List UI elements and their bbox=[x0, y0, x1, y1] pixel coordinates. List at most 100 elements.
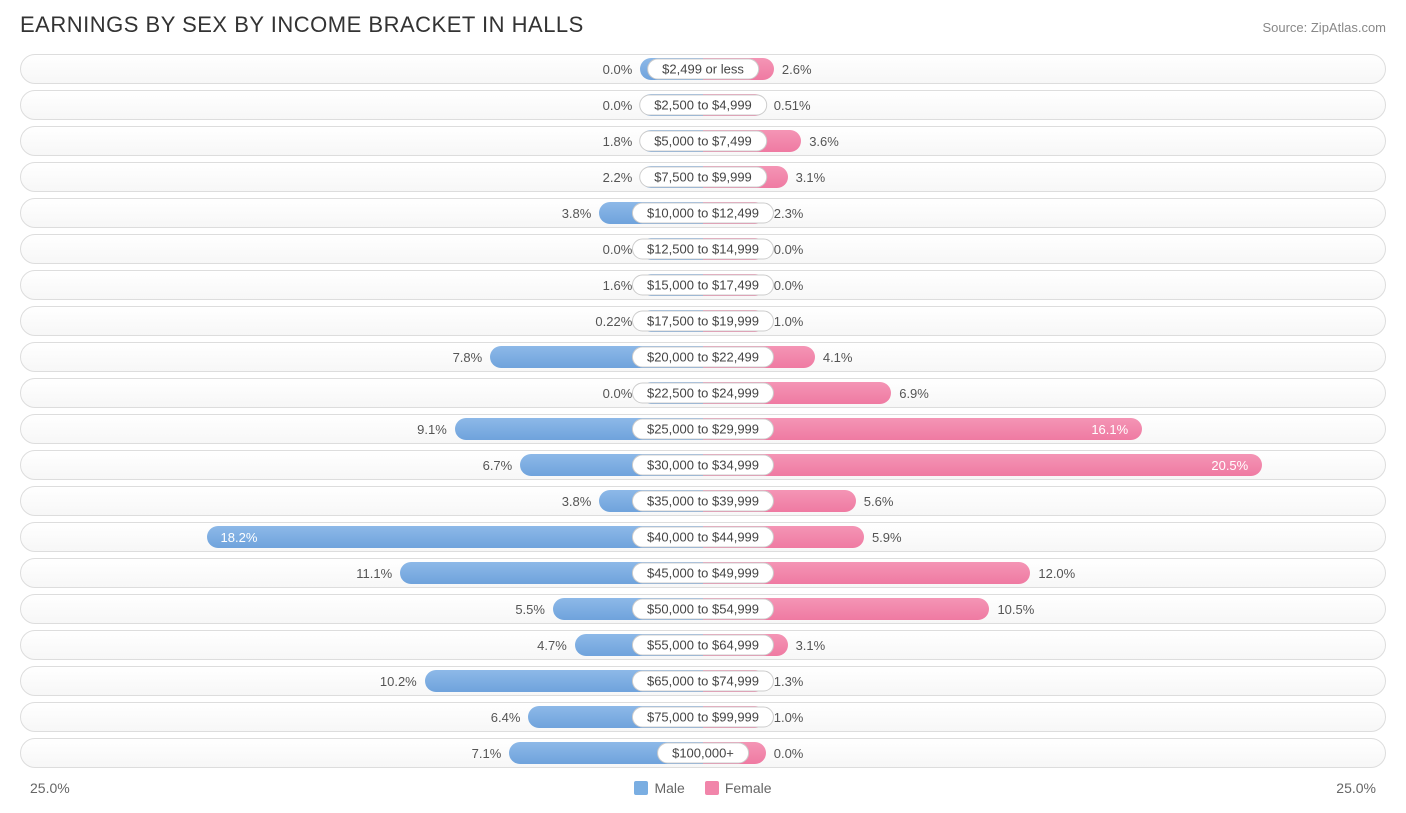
legend-label: Female bbox=[725, 780, 772, 796]
row-half-male: 7.8% bbox=[21, 343, 703, 371]
bar-row: 7.1%0.0%$100,000+ bbox=[20, 738, 1386, 768]
category-label: $5,000 to $7,499 bbox=[639, 131, 767, 152]
legend: Male Female bbox=[70, 780, 1337, 796]
female-value-label: 3.1% bbox=[788, 170, 834, 185]
bar-row: 3.8%5.6%$35,000 to $39,999 bbox=[20, 486, 1386, 516]
row-half-male: 18.2% bbox=[21, 523, 703, 551]
row-half-male: 1.6% bbox=[21, 271, 703, 299]
axis-label-left: 25.0% bbox=[30, 780, 70, 796]
row-half-male: 10.2% bbox=[21, 667, 703, 695]
bar-row: 1.8% 3.6% $5,000 to $7,499 bbox=[20, 126, 1386, 156]
row-half-female: 0.0% bbox=[703, 235, 1385, 263]
male-value-label: 11.1% bbox=[348, 566, 400, 581]
female-value-label: 3.6% bbox=[801, 134, 847, 149]
row-half-male: 3.8% bbox=[21, 199, 703, 227]
row-half-male: 0.0% bbox=[21, 379, 703, 407]
row-half-male: 6.4% bbox=[21, 703, 703, 731]
row-half-male: 4.7% bbox=[21, 631, 703, 659]
male-value-label: 7.1% bbox=[464, 746, 510, 761]
chart-header: EARNINGS BY SEX BY INCOME BRACKET IN HAL… bbox=[0, 0, 1406, 46]
row-half-female: 0.0% bbox=[703, 271, 1385, 299]
row-half-male: 0.22% bbox=[21, 307, 703, 335]
bar-row: 0.0% 0.51%$2,500 to $4,999 bbox=[20, 90, 1386, 120]
bar-row: 6.4%1.0%$75,000 to $99,999 bbox=[20, 702, 1386, 732]
row-half-male: 9.1% bbox=[21, 415, 703, 443]
category-label: $45,000 to $49,999 bbox=[632, 563, 774, 584]
male-value-label: 6.7% bbox=[475, 458, 521, 473]
category-label: $20,000 to $22,499 bbox=[632, 347, 774, 368]
row-half-male: 11.1% bbox=[21, 559, 703, 587]
row-half-male: 0.0% bbox=[21, 55, 703, 83]
row-half-female: 1.3% bbox=[703, 667, 1385, 695]
category-label: $15,000 to $17,499 bbox=[632, 275, 774, 296]
category-label: $10,000 to $12,499 bbox=[632, 203, 774, 224]
row-half-female: 3.1% bbox=[703, 631, 1385, 659]
bar-row: 0.0% 2.6%$2,499 or less bbox=[20, 54, 1386, 84]
bar-row: 1.6%0.0%$15,000 to $17,499 bbox=[20, 270, 1386, 300]
bar-row: 3.8% 2.3%$10,000 to $12,499 bbox=[20, 198, 1386, 228]
row-half-female: 6.9% bbox=[703, 379, 1385, 407]
category-label: $50,000 to $54,999 bbox=[632, 599, 774, 620]
row-half-female: 3.6% bbox=[703, 127, 1385, 155]
female-value-label: 3.1% bbox=[788, 638, 834, 653]
female-value-label: 16.1% bbox=[1083, 422, 1142, 437]
bar-row: 5.5% 10.5% $50,000 to $54,999 bbox=[20, 594, 1386, 624]
row-half-female: 0.0% bbox=[703, 739, 1385, 767]
male-value-label: 18.2% bbox=[207, 530, 266, 545]
female-value-label: 0.51% bbox=[766, 98, 819, 113]
row-half-male: 1.8% bbox=[21, 127, 703, 155]
row-half-female: 3.1% bbox=[703, 163, 1385, 191]
category-label: $55,000 to $64,999 bbox=[632, 635, 774, 656]
row-half-male: 5.5% bbox=[21, 595, 703, 623]
male-value-label: 5.5% bbox=[507, 602, 553, 617]
bar-row: 18.2% 5.9% $40,000 to $44,999 bbox=[20, 522, 1386, 552]
male-value-label: 3.8% bbox=[554, 494, 600, 509]
row-half-female: 5.6% bbox=[703, 487, 1385, 515]
female-value-label: 5.6% bbox=[856, 494, 902, 509]
female-value-label: 5.9% bbox=[864, 530, 910, 545]
male-value-label: 0.0% bbox=[595, 62, 641, 77]
category-label: $17,500 to $19,999 bbox=[632, 311, 774, 332]
chart-area: 0.0% 2.6%$2,499 or less 0.0% 0.51%$2,500 to… bbox=[0, 46, 1406, 768]
chart-title: EARNINGS BY SEX BY INCOME BRACKET IN HAL… bbox=[20, 12, 584, 38]
male-value-label: 6.4% bbox=[483, 710, 529, 725]
category-label: $7,500 to $9,999 bbox=[639, 167, 767, 188]
female-value-label: 20.5% bbox=[1203, 458, 1262, 473]
row-half-male: 0.0% bbox=[21, 235, 703, 263]
row-half-female: 12.0% bbox=[703, 559, 1385, 587]
row-half-female: 16.1% bbox=[703, 415, 1385, 443]
bar-row: 7.8% 4.1% $20,000 to $22,499 bbox=[20, 342, 1386, 372]
row-half-female: 20.5% bbox=[703, 451, 1385, 479]
row-half-female: 1.0% bbox=[703, 307, 1385, 335]
row-half-female: 2.3% bbox=[703, 199, 1385, 227]
chart-footer: 25.0% MaleFemale 25.0% bbox=[0, 774, 1406, 796]
female-value-label: 10.5% bbox=[989, 602, 1042, 617]
male-bar: 18.2% bbox=[207, 526, 703, 548]
legend-label: Male bbox=[654, 780, 684, 796]
category-label: $12,500 to $14,999 bbox=[632, 239, 774, 260]
male-value-label: 7.8% bbox=[445, 350, 491, 365]
row-half-female: 0.51% bbox=[703, 91, 1385, 119]
category-label: $75,000 to $99,999 bbox=[632, 707, 774, 728]
row-half-male: 6.7% bbox=[21, 451, 703, 479]
row-half-female: 2.6% bbox=[703, 55, 1385, 83]
bar-row: 4.7% 3.1% $55,000 to $64,999 bbox=[20, 630, 1386, 660]
bar-row: 11.1% 12.0%$45,000 to $49,999 bbox=[20, 558, 1386, 588]
male-value-label: 10.2% bbox=[372, 674, 425, 689]
female-value-label: 4.1% bbox=[815, 350, 861, 365]
row-half-male: 0.0% bbox=[21, 91, 703, 119]
bar-row: 0.22%1.0%$17,500 to $19,999 bbox=[20, 306, 1386, 336]
category-label: $25,000 to $29,999 bbox=[632, 419, 774, 440]
legend-item: Male bbox=[634, 780, 684, 796]
male-value-label: 3.8% bbox=[554, 206, 600, 221]
female-bar: 20.5% bbox=[703, 454, 1262, 476]
bar-row: 10.2%1.3%$65,000 to $74,999 bbox=[20, 666, 1386, 696]
male-value-label: 0.0% bbox=[595, 98, 641, 113]
row-half-female: 4.1% bbox=[703, 343, 1385, 371]
row-half-male: 3.8% bbox=[21, 487, 703, 515]
category-label: $2,499 or less bbox=[647, 59, 759, 80]
category-label: $2,500 to $4,999 bbox=[639, 95, 767, 116]
category-label: $40,000 to $44,999 bbox=[632, 527, 774, 548]
bar-row: 0.0%0.0%$12,500 to $14,999 bbox=[20, 234, 1386, 264]
chart-source: Source: ZipAtlas.com bbox=[1262, 20, 1386, 35]
